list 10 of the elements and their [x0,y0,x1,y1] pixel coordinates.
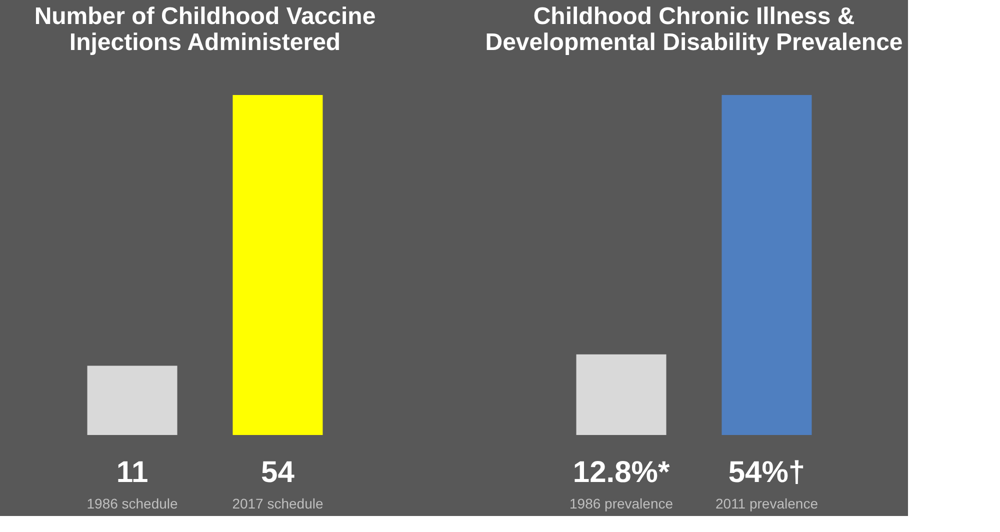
data-label: 12.8%* [572,456,670,489]
x-tick-label: 1986 prevalence [570,496,674,512]
data-label: 11 [116,456,148,489]
x-tick-label: 1986 schedule [86,496,178,512]
chart-title: Number of Childhood Vaccine Injections Administered [34,3,376,56]
x-tick-label: 2011 prevalence [715,496,818,512]
data-label: 54 [261,456,295,489]
x-tick-label: 2017 schedule [232,496,324,512]
data-label: 54%† [728,456,806,489]
chart-title: Childhood Chronic Illness & Developmental Disability Prevalence [485,3,903,56]
